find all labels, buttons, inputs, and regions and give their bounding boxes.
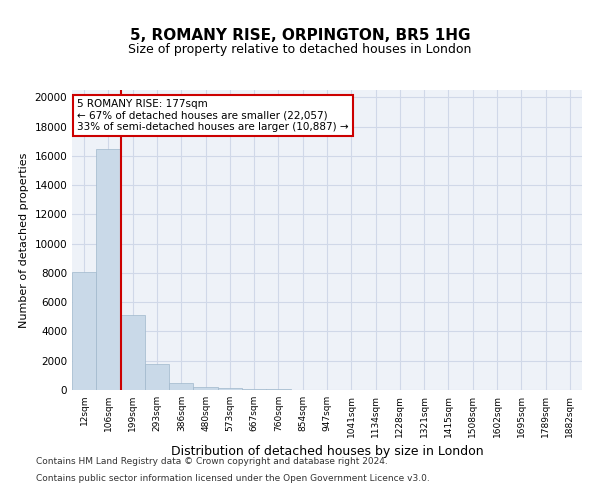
Bar bbox=[96, 148, 121, 390]
X-axis label: Distribution of detached houses by size in London: Distribution of detached houses by size … bbox=[170, 446, 484, 458]
Bar bbox=[145, 364, 169, 390]
Bar bbox=[72, 272, 96, 390]
Bar bbox=[242, 388, 266, 390]
Bar bbox=[121, 316, 145, 390]
Bar bbox=[218, 388, 242, 390]
Text: Contains public sector information licensed under the Open Government Licence v3: Contains public sector information licen… bbox=[36, 474, 430, 483]
Bar bbox=[193, 387, 218, 390]
Bar bbox=[169, 382, 193, 390]
Text: 5 ROMANY RISE: 177sqm
← 67% of detached houses are smaller (22,057)
33% of semi-: 5 ROMANY RISE: 177sqm ← 67% of detached … bbox=[77, 99, 349, 132]
Text: Contains HM Land Registry data © Crown copyright and database right 2024.: Contains HM Land Registry data © Crown c… bbox=[36, 458, 388, 466]
Text: Size of property relative to detached houses in London: Size of property relative to detached ho… bbox=[128, 42, 472, 56]
Y-axis label: Number of detached properties: Number of detached properties bbox=[19, 152, 29, 328]
Text: 5, ROMANY RISE, ORPINGTON, BR5 1HG: 5, ROMANY RISE, ORPINGTON, BR5 1HG bbox=[130, 28, 470, 42]
